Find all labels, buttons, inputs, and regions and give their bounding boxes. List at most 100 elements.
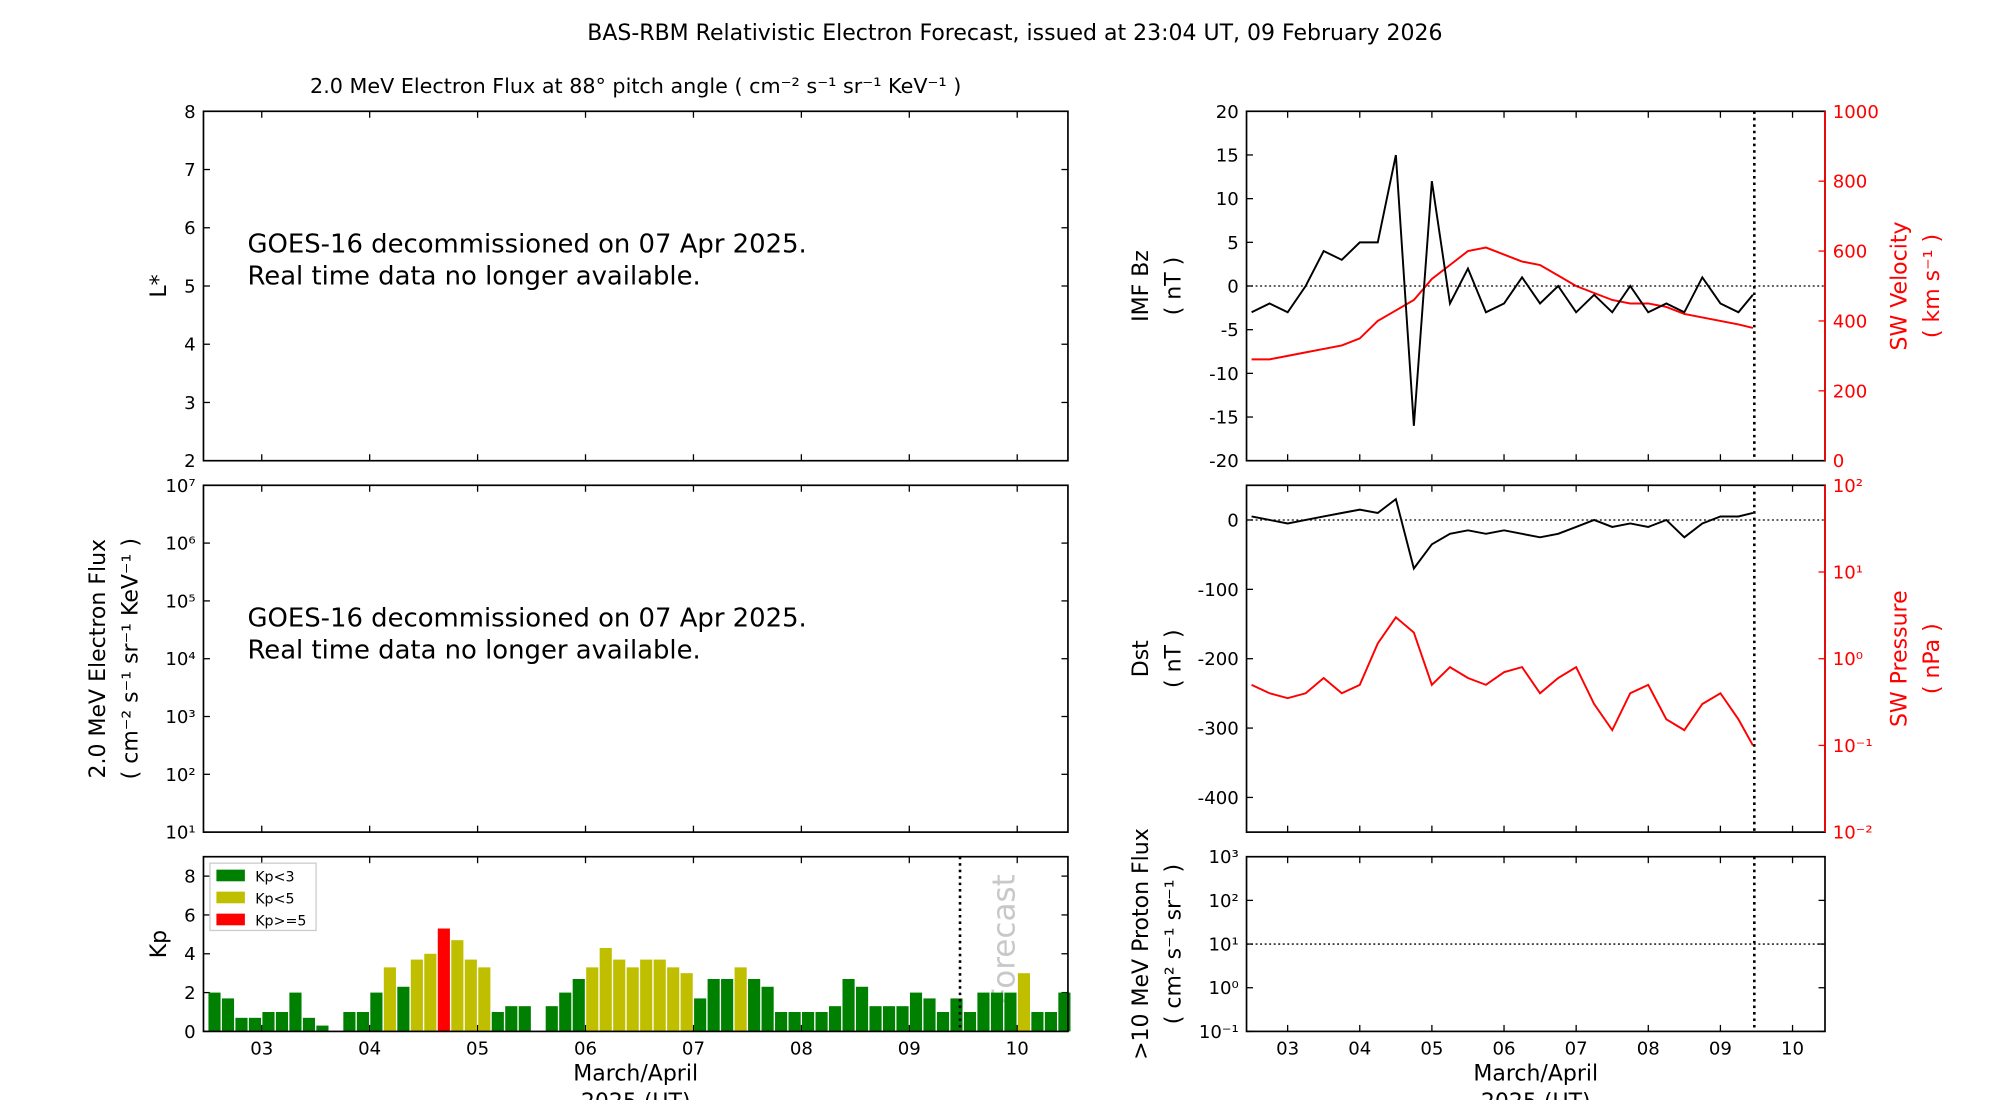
y-axis-label: ( nT ) — [1162, 629, 1187, 688]
bar — [667, 967, 680, 1032]
y-tick-label: 6 — [184, 905, 196, 926]
bar — [842, 979, 855, 1032]
y-tick-label: 10² — [165, 765, 195, 786]
bar — [1017, 973, 1031, 1032]
y2-tick-label: 10¹ — [1833, 562, 1863, 583]
x-axis-label: 2025 (UT) — [581, 1090, 691, 1100]
plot-frame — [202, 484, 1069, 833]
x-tick-label: 04 — [358, 1039, 381, 1060]
y-tick-label: 10² — [1208, 891, 1238, 912]
y-tick-label: 10 — [1216, 189, 1239, 210]
x-tick-label: 03 — [250, 1039, 273, 1060]
y-tick-label: -100 — [1198, 580, 1239, 601]
y2-tick-label: 400 — [1833, 311, 1868, 332]
y-tick-label: 10³ — [165, 707, 195, 728]
legend-label: Kp<3 — [255, 869, 294, 885]
bar — [451, 940, 464, 1032]
y2-tick-label: 800 — [1833, 172, 1868, 193]
x-tick-label: 06 — [1493, 1039, 1516, 1060]
plot-frame — [1245, 855, 1826, 1033]
bar — [815, 1012, 828, 1032]
y-tick-label: 2 — [184, 451, 196, 472]
y-tick-label: 10¹ — [1208, 935, 1238, 956]
y-tick-label: 15 — [1216, 145, 1239, 166]
x-tick-label: 10 — [1006, 1039, 1029, 1060]
y2-tick-label: 10⁻¹ — [1833, 736, 1873, 757]
bar — [370, 992, 383, 1032]
y2-tick-label: 0 — [1833, 451, 1845, 472]
bar — [680, 973, 693, 1032]
data-line — [1251, 154, 1754, 426]
bar — [235, 1017, 248, 1032]
y2-axis-label: ( km s⁻¹ ) — [1920, 234, 1945, 338]
bar — [559, 992, 572, 1032]
annotation: Real time data no longer available. — [247, 636, 700, 666]
bar — [855, 986, 869, 1032]
forecast-label: Forecast — [986, 874, 1022, 1005]
bar — [613, 959, 626, 1032]
x-tick-label: 09 — [1709, 1039, 1732, 1060]
y-tick-label: 0 — [184, 1022, 196, 1043]
y-tick-label: 10⁷ — [165, 476, 195, 497]
bar — [977, 992, 990, 1032]
bar — [599, 947, 612, 1032]
bar — [909, 992, 923, 1032]
bar — [464, 959, 477, 1032]
y2-axis-label: SW Pressure — [1888, 590, 1913, 727]
bar — [626, 967, 639, 1032]
bar — [383, 967, 396, 1032]
y-axis-label: >10 MeV Proton Flux — [1129, 828, 1154, 1060]
bar — [316, 1025, 329, 1032]
bar — [640, 959, 653, 1032]
bar — [923, 998, 936, 1032]
x-axis-label: March/April — [1473, 1062, 1598, 1087]
y-axis-label: ( cm⁻² s⁻¹ sr⁻¹ KeV⁻¹ ) — [118, 538, 143, 779]
x-tick-label: 05 — [1420, 1039, 1443, 1060]
y2-tick-label: 600 — [1833, 242, 1868, 263]
y-tick-label: -20 — [1209, 451, 1239, 472]
y-tick-label: -15 — [1209, 408, 1239, 429]
legend-label: Kp<5 — [255, 891, 294, 907]
bar — [882, 1006, 896, 1032]
bar — [788, 1012, 801, 1032]
annotation: Real time data no longer available. — [247, 262, 700, 292]
legend-label: Kp>=5 — [255, 913, 306, 929]
x-axis-label: 2025 (UT) — [1481, 1090, 1591, 1100]
y-tick-label: 5 — [184, 276, 196, 297]
y-tick-label: 4 — [184, 944, 196, 965]
bar — [262, 1012, 275, 1032]
bar — [721, 979, 734, 1032]
bar — [343, 1012, 356, 1032]
y2-tick-label: 1000 — [1833, 102, 1879, 123]
bar — [437, 928, 450, 1032]
y-tick-label: 10⁶ — [165, 534, 195, 555]
x-tick-label: 10 — [1781, 1039, 1804, 1060]
bar — [545, 1006, 558, 1032]
y-axis-label: 2.0 MeV Electron Flux — [86, 539, 111, 779]
bar — [1044, 1012, 1057, 1032]
y-tick-label: -400 — [1198, 788, 1239, 809]
bar — [356, 1012, 369, 1032]
bar — [761, 986, 774, 1032]
x-tick-label: 07 — [1565, 1039, 1588, 1060]
y-tick-label: 8 — [184, 867, 196, 888]
y2-tick-label: 10⁰ — [1833, 649, 1863, 670]
y-axis-label: Kp — [147, 930, 172, 958]
figure-title: BAS-RBM Relativistic Electron Forecast, … — [587, 21, 1442, 46]
bar — [208, 992, 221, 1032]
y-tick-label: 10⁻¹ — [1199, 1022, 1239, 1043]
data-line — [1251, 615, 1754, 746]
plot-frame — [202, 110, 1069, 462]
bar — [936, 1012, 950, 1032]
annotation: GOES-16 decommissioned on 07 Apr 2025. — [247, 603, 806, 633]
bar — [775, 1012, 788, 1032]
y-axis-label: L* — [147, 274, 172, 297]
bar — [1004, 992, 1017, 1032]
x-tick-label: 08 — [1637, 1039, 1660, 1060]
bar — [410, 959, 423, 1032]
bar — [302, 1017, 316, 1032]
legend-swatch — [216, 891, 245, 904]
panel-title: 2.0 MeV Electron Flux at 88° pitch angle… — [310, 74, 961, 98]
